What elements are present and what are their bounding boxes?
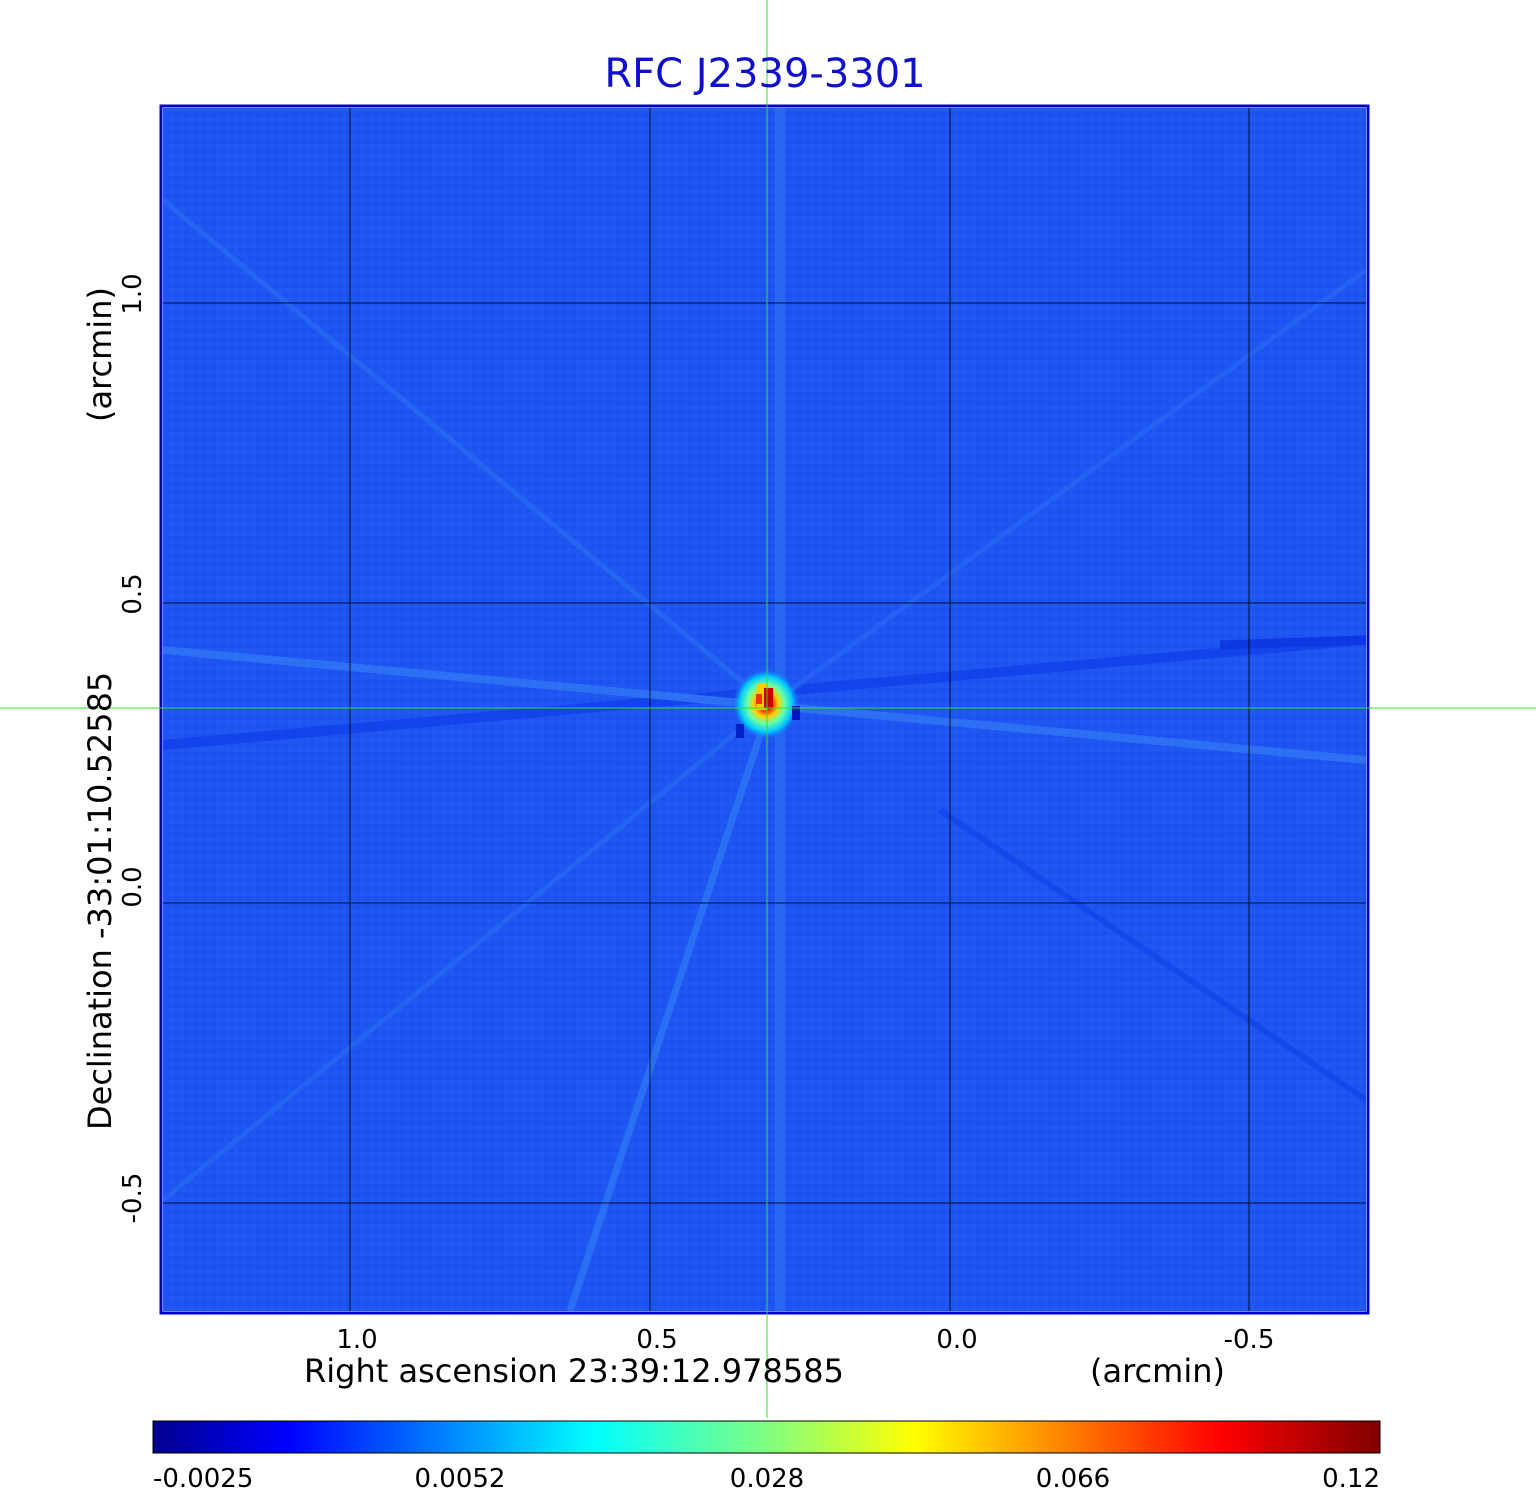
x-axis-label: Right ascension 23:39:12.978585 — [304, 1352, 844, 1390]
streak — [768, 267, 1366, 708]
colorbar-tick-label: 0.028 — [730, 1464, 804, 1494]
crosshair[interactable] — [0, 0, 1536, 1418]
y-tick-label: -0.5 — [118, 1173, 148, 1224]
y-tick-label: 0.5 — [118, 573, 148, 614]
coordinate-grid — [163, 108, 1366, 1311]
y-axis-unit: (arcmin) — [81, 287, 119, 422]
x-axis-unit: (arcmin) — [1090, 1352, 1225, 1390]
x-tick-label: 1.0 — [336, 1325, 377, 1355]
streak — [1219, 635, 1366, 650]
streak — [938, 807, 1366, 1103]
x-tick-label: 0.5 — [636, 1325, 677, 1355]
streak — [566, 703, 774, 1311]
source-peak — [732, 668, 800, 740]
y-axis-ticks: 1.0 0.5 0.0 -0.5 — [118, 273, 148, 1223]
colorbar: -0.0025 0.0052 0.028 0.066 0.12 — [152, 1420, 1381, 1494]
streak — [163, 198, 772, 707]
y-tick-label: 1.0 — [118, 273, 148, 314]
colorbar-tick-label: -0.0025 — [153, 1464, 253, 1494]
y-axis-label: Declination -33:01:10.52585 — [81, 672, 119, 1130]
map-frame — [159, 104, 1370, 1315]
x-tick-label: 0.0 — [936, 1325, 977, 1355]
colorbar-tick-label: 0.12 — [1322, 1464, 1380, 1494]
colorbar-tick-label: 0.066 — [1036, 1464, 1110, 1494]
colorbar-gradient — [152, 1420, 1381, 1454]
x-tick-label: -0.5 — [1224, 1325, 1275, 1355]
y-tick-label: 0.0 — [118, 866, 148, 907]
plot-title: RFC J2339-3301 — [604, 51, 925, 97]
streak — [163, 703, 772, 1202]
sky-map — [163, 108, 1366, 1311]
colorbar-tick-label: 0.0052 — [415, 1464, 506, 1494]
x-axis-ticks: 1.0 0.5 0.0 -0.5 — [336, 1325, 1274, 1355]
